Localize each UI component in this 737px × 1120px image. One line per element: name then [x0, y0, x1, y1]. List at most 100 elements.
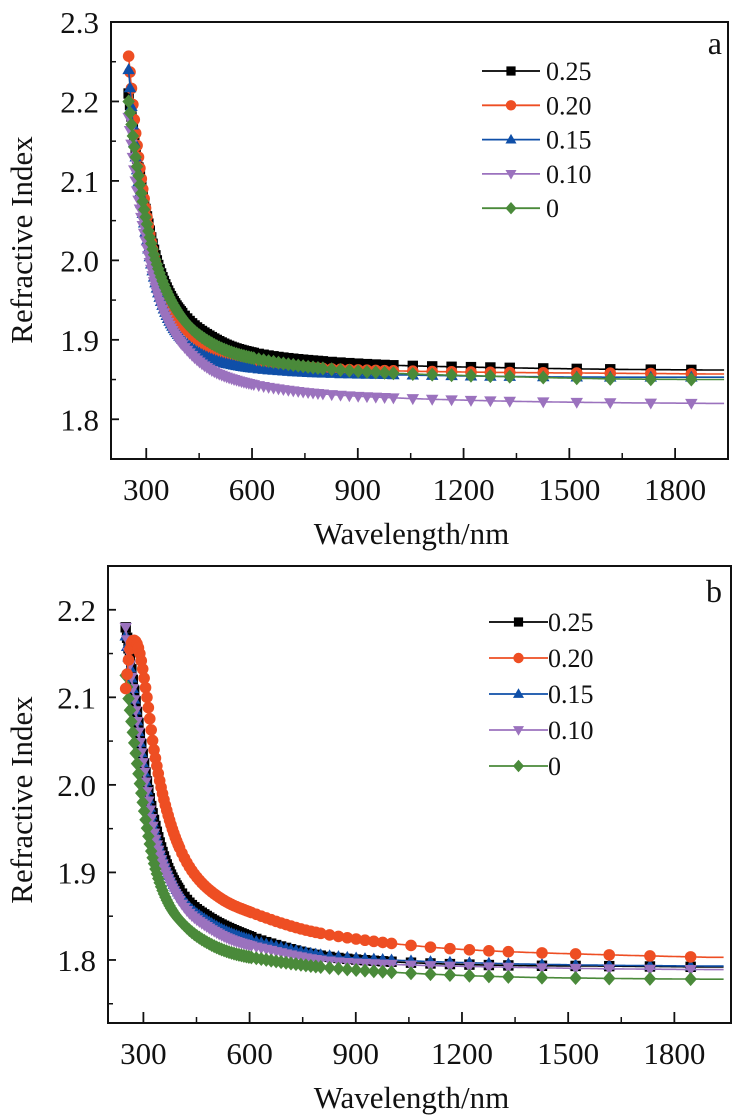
data-point	[351, 364, 365, 379]
data-point	[334, 362, 347, 378]
legend-item: 0	[489, 752, 561, 781]
data-point	[122, 94, 135, 109]
y-tick-label: 1.8	[57, 943, 96, 978]
data-point	[464, 368, 478, 383]
series-0_10	[122, 112, 725, 410]
data-point	[484, 396, 497, 408]
data-point	[351, 391, 365, 403]
series-line	[127, 93, 725, 371]
legend-marker-icon	[512, 726, 525, 736]
data-point	[123, 703, 137, 718]
data-point	[129, 150, 142, 165]
legend-label: 0.15	[546, 126, 592, 155]
data-point	[341, 931, 354, 944]
x-tick-label: 900	[335, 472, 382, 507]
x-tick-label: 900	[333, 1036, 380, 1071]
data-point	[569, 948, 582, 960]
legend-item: 0.20	[489, 644, 594, 673]
legend-marker-icon	[513, 617, 524, 627]
data-point	[537, 370, 550, 385]
legend-item: 0	[482, 194, 559, 223]
data-point	[387, 393, 400, 405]
data-point	[604, 398, 617, 410]
data-point	[350, 933, 362, 945]
data-point	[123, 105, 137, 120]
data-point	[404, 960, 418, 972]
data-point	[132, 168, 145, 183]
data-point	[136, 194, 149, 209]
data-point	[332, 930, 345, 943]
data-point	[317, 356, 329, 367]
data-point	[376, 936, 389, 949]
legend-marker-icon	[505, 201, 517, 215]
legend-marker-icon	[505, 133, 517, 144]
data-point	[368, 935, 380, 948]
legend-label: 0.20	[546, 91, 592, 120]
data-point	[444, 942, 456, 955]
x-tick-label: 1200	[433, 472, 495, 507]
y-tick-label: 2.2	[60, 84, 99, 119]
data-point	[139, 812, 152, 827]
data-point	[133, 776, 147, 791]
data-point	[463, 968, 476, 983]
data-point	[378, 365, 391, 380]
data-point	[443, 961, 457, 973]
data-point	[387, 366, 400, 381]
data-point	[136, 795, 149, 810]
series-0_20	[122, 50, 725, 380]
data-point	[326, 356, 337, 368]
data-point	[349, 962, 363, 978]
data-point	[644, 398, 658, 410]
data-point	[483, 945, 495, 957]
data-point	[142, 701, 155, 714]
data-point	[361, 358, 373, 370]
legend-marker-icon	[506, 66, 516, 76]
data-point	[133, 177, 147, 192]
chart-panel-b: 300 600 900 1200 1500 1800 1.8 1.9 2.0 2.1 2.2 Wave…	[4, 565, 732, 1115]
data-point	[385, 965, 398, 980]
data-point	[332, 961, 345, 976]
data-point	[142, 829, 155, 844]
data-point	[138, 672, 150, 684]
data-point	[425, 367, 439, 382]
data-point	[123, 88, 134, 99]
data-point	[119, 622, 132, 634]
data-point	[135, 786, 148, 801]
data-point	[535, 963, 549, 975]
legend-label: 0.15	[548, 680, 594, 709]
legend-marker-icon	[512, 759, 525, 773]
data-point	[119, 682, 132, 695]
data-point	[536, 947, 548, 959]
x-tick-label: 1800	[644, 472, 706, 507]
data-point	[343, 363, 356, 378]
chart-panel-a: 300 600 900 1200 1500 1800 1.8 1.9 2.0 2.1 2.2 2.3 W…	[4, 5, 729, 551]
data-point	[464, 395, 478, 407]
data-point	[603, 949, 616, 961]
series-0_20	[119, 634, 724, 963]
x-tick-label: 1500	[537, 1036, 599, 1071]
series-0	[122, 94, 725, 387]
data-point	[445, 368, 458, 383]
data-point	[130, 756, 144, 771]
data-point	[604, 371, 617, 386]
legend-label: 0.25	[546, 57, 592, 86]
data-point	[602, 964, 616, 976]
data-point	[502, 962, 515, 974]
data-point	[137, 804, 151, 819]
data-point	[406, 366, 420, 382]
data-point	[685, 398, 698, 410]
data-point	[137, 202, 151, 217]
legend-item: 0.10	[482, 160, 592, 189]
data-point	[122, 654, 135, 666]
x-axis-title: Wavelength/nm	[314, 516, 510, 551]
series-line	[127, 56, 725, 375]
panel-label: b	[706, 573, 722, 609]
data-point	[130, 159, 144, 174]
data-point	[352, 358, 364, 369]
data-point	[143, 230, 157, 245]
x-axis-title: Wavelength/nm	[314, 1080, 510, 1115]
plot-frame	[107, 565, 732, 1024]
data-point	[325, 390, 338, 402]
data-point	[128, 139, 141, 154]
